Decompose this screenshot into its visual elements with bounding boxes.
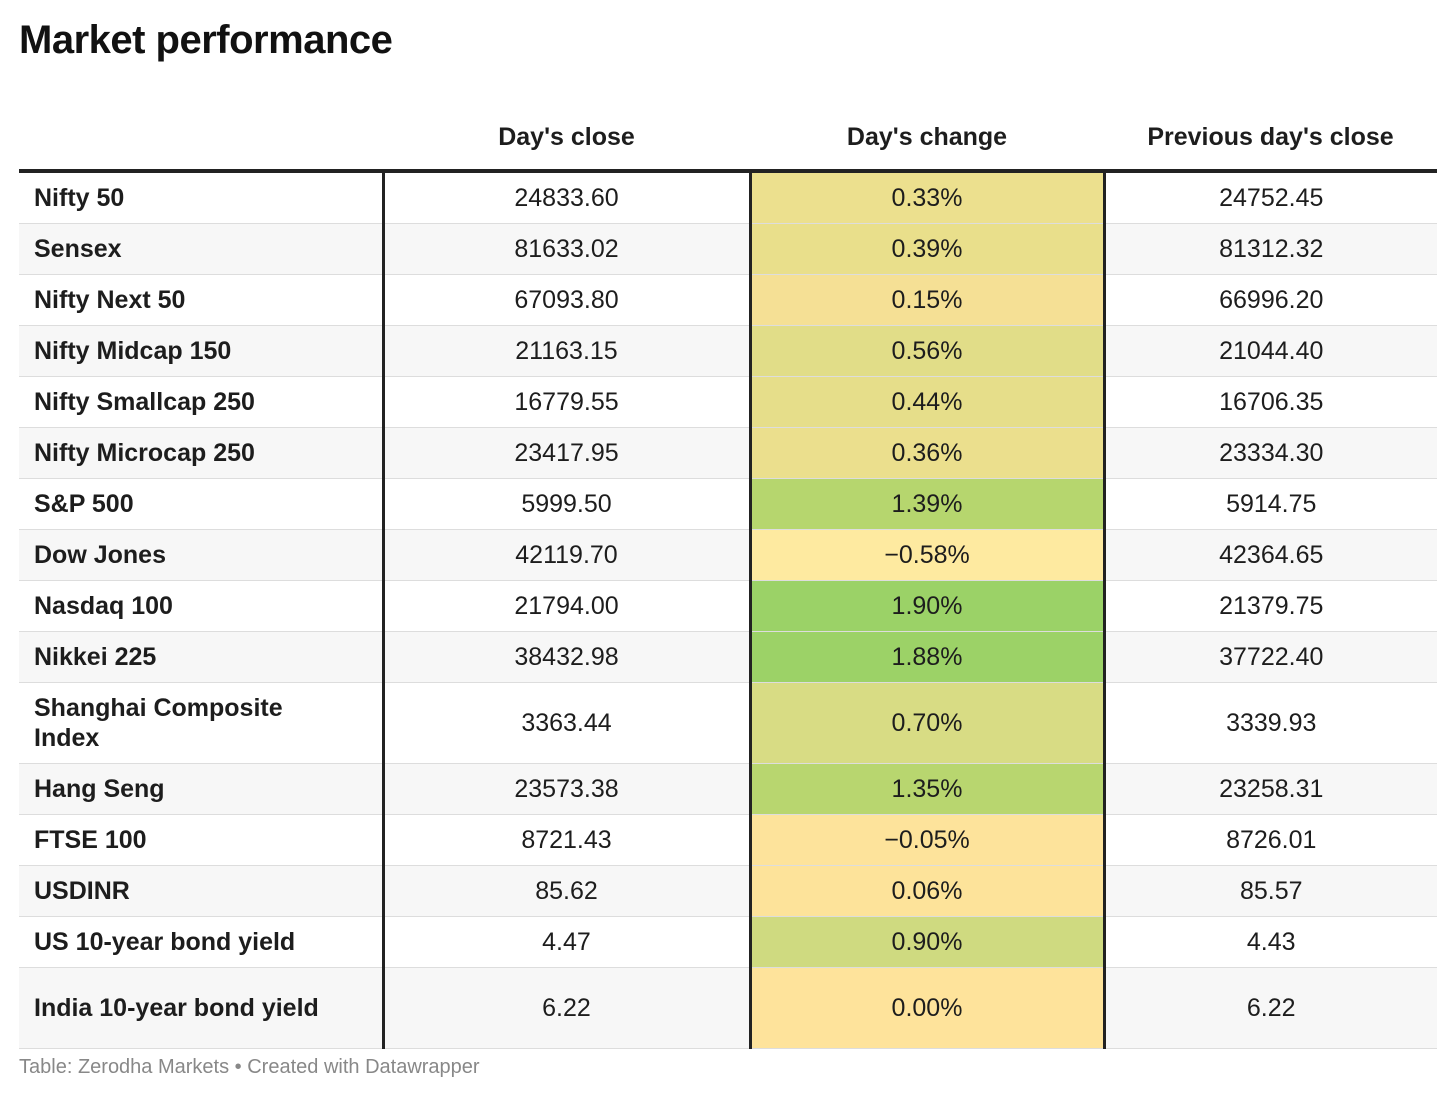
days-close-cell: 42119.70 (381, 529, 750, 581)
days-change-cell: 0.56% (748, 325, 1104, 377)
table-row: Nifty Microcap 250 23417.95 0.36% 23334.30 (19, 427, 1437, 479)
days-close-cell: 85.62 (381, 865, 750, 917)
column-header-previous-close[interactable]: Previous day's close (1104, 105, 1437, 173)
page-title: Market performance (19, 18, 393, 62)
column-header-days-close[interactable]: Day's close (383, 105, 750, 173)
previous-close-cell: 81312.32 (1102, 223, 1437, 275)
column-header-name[interactable] (19, 105, 383, 173)
days-change-cell: 1.35% (748, 763, 1104, 815)
days-change-cell: −0.58% (748, 529, 1104, 581)
days-close-cell: 3363.44 (381, 682, 750, 764)
table-row: S&P 500 5999.50 1.39% 5914.75 (19, 478, 1437, 530)
table-row: Hang Seng 23573.38 1.35% 23258.31 (19, 763, 1437, 815)
row-name: Nifty Midcap 150 (19, 325, 383, 377)
table-row: USDINR 85.62 0.06% 85.57 (19, 865, 1437, 917)
previous-close-cell: 21379.75 (1102, 580, 1437, 632)
days-change-cell: 0.90% (748, 916, 1104, 968)
days-close-cell: 4.47 (381, 916, 750, 968)
row-name: Nifty Next 50 (19, 274, 383, 326)
days-close-cell: 38432.98 (381, 631, 750, 683)
footer-prefix: Table: (19, 1056, 78, 1078)
days-change-cell: 0.36% (748, 427, 1104, 479)
previous-close-cell: 42364.65 (1102, 529, 1437, 581)
row-name: US 10-year bond yield (19, 916, 383, 968)
footer-separator: • (229, 1056, 248, 1078)
days-change-cell: 0.70% (748, 682, 1104, 764)
previous-close-cell: 16706.35 (1102, 376, 1437, 428)
table-row: Dow Jones 42119.70 −0.58% 42364.65 (19, 529, 1437, 581)
row-name: Sensex (19, 223, 383, 275)
previous-close-cell: 21044.40 (1102, 325, 1437, 377)
previous-close-cell: 8726.01 (1102, 814, 1437, 866)
row-name: Nasdaq 100 (19, 580, 383, 632)
previous-close-cell: 4.43 (1102, 916, 1437, 968)
days-change-cell: 1.39% (748, 478, 1104, 530)
days-close-cell: 23417.95 (381, 427, 750, 479)
days-close-cell: 24833.60 (381, 171, 750, 224)
days-close-cell: 81633.02 (381, 223, 750, 275)
table-row: Nifty Next 50 67093.80 0.15% 66996.20 (19, 274, 1437, 326)
days-change-cell: 0.44% (748, 376, 1104, 428)
market-table: Day's close Day's change Previous day's … (19, 105, 1437, 1049)
row-name: Dow Jones (19, 529, 383, 581)
previous-close-cell: 5914.75 (1102, 478, 1437, 530)
previous-close-cell: 66996.20 (1102, 274, 1437, 326)
table-row: Nasdaq 100 21794.00 1.90% 21379.75 (19, 580, 1437, 632)
row-name: S&P 500 (19, 478, 383, 530)
days-change-cell: 1.88% (748, 631, 1104, 683)
days-close-cell: 16779.55 (381, 376, 750, 428)
table-row: Nifty Midcap 150 21163.15 0.56% 21044.40 (19, 325, 1437, 377)
previous-close-cell: 6.22 (1102, 967, 1437, 1049)
footer: Table: Zerodha Markets • Created with Da… (19, 1056, 480, 1079)
table-row: Nikkei 225 38432.98 1.88% 37722.40 (19, 631, 1437, 683)
row-name: Nifty Smallcap 250 (19, 376, 383, 428)
column-header-days-change[interactable]: Day's change (750, 105, 1104, 173)
previous-close-cell: 23258.31 (1102, 763, 1437, 815)
row-name: Shanghai Composite Index (19, 682, 383, 764)
table-row: India 10-year bond yield 6.22 0.00% 6.22 (19, 967, 1437, 1049)
row-name: Nifty 50 (19, 171, 383, 224)
table-row: Nifty 50 24833.60 0.33% 24752.45 (19, 171, 1437, 224)
table-row: FTSE 100 8721.43 −0.05% 8726.01 (19, 814, 1437, 866)
days-close-cell: 21163.15 (381, 325, 750, 377)
days-close-cell: 67093.80 (381, 274, 750, 326)
previous-close-cell: 3339.93 (1102, 682, 1437, 764)
table-row: US 10-year bond yield 4.47 0.90% 4.43 (19, 916, 1437, 968)
days-change-cell: 0.33% (748, 171, 1104, 224)
header-row: Day's close Day's change Previous day's … (19, 105, 1437, 173)
previous-close-cell: 23334.30 (1102, 427, 1437, 479)
days-change-cell: 0.00% (748, 967, 1104, 1049)
row-name: USDINR (19, 865, 383, 917)
days-close-cell: 8721.43 (381, 814, 750, 866)
footer-source: Zerodha Markets (77, 1056, 230, 1078)
table-row: Nifty Smallcap 250 16779.55 0.44% 16706.35 (19, 376, 1437, 428)
table-row: Sensex 81633.02 0.39% 81312.32 (19, 223, 1437, 275)
footer-credit[interactable]: Created with Datawrapper (247, 1056, 480, 1078)
row-name: Nikkei 225 (19, 631, 383, 683)
days-change-cell: 0.39% (748, 223, 1104, 275)
days-change-cell: 0.15% (748, 274, 1104, 326)
days-close-cell: 5999.50 (381, 478, 750, 530)
days-close-cell: 6.22 (381, 967, 750, 1049)
days-change-cell: 0.06% (748, 865, 1104, 917)
previous-close-cell: 37722.40 (1102, 631, 1437, 683)
row-name: FTSE 100 (19, 814, 383, 866)
previous-close-cell: 85.57 (1102, 865, 1437, 917)
days-close-cell: 23573.38 (381, 763, 750, 815)
days-close-cell: 21794.00 (381, 580, 750, 632)
days-change-cell: 1.90% (748, 580, 1104, 632)
table-row: Shanghai Composite Index 3363.44 0.70% 3339… (19, 682, 1437, 764)
table-body: Nifty 50 24833.60 0.33% 24752.45 Sensex 81633… (19, 171, 1437, 1049)
row-name: Hang Seng (19, 763, 383, 815)
previous-close-cell: 24752.45 (1102, 171, 1437, 224)
row-name: India 10-year bond yield (19, 967, 383, 1049)
days-change-cell: −0.05% (748, 814, 1104, 866)
row-name: Nifty Microcap 250 (19, 427, 383, 479)
